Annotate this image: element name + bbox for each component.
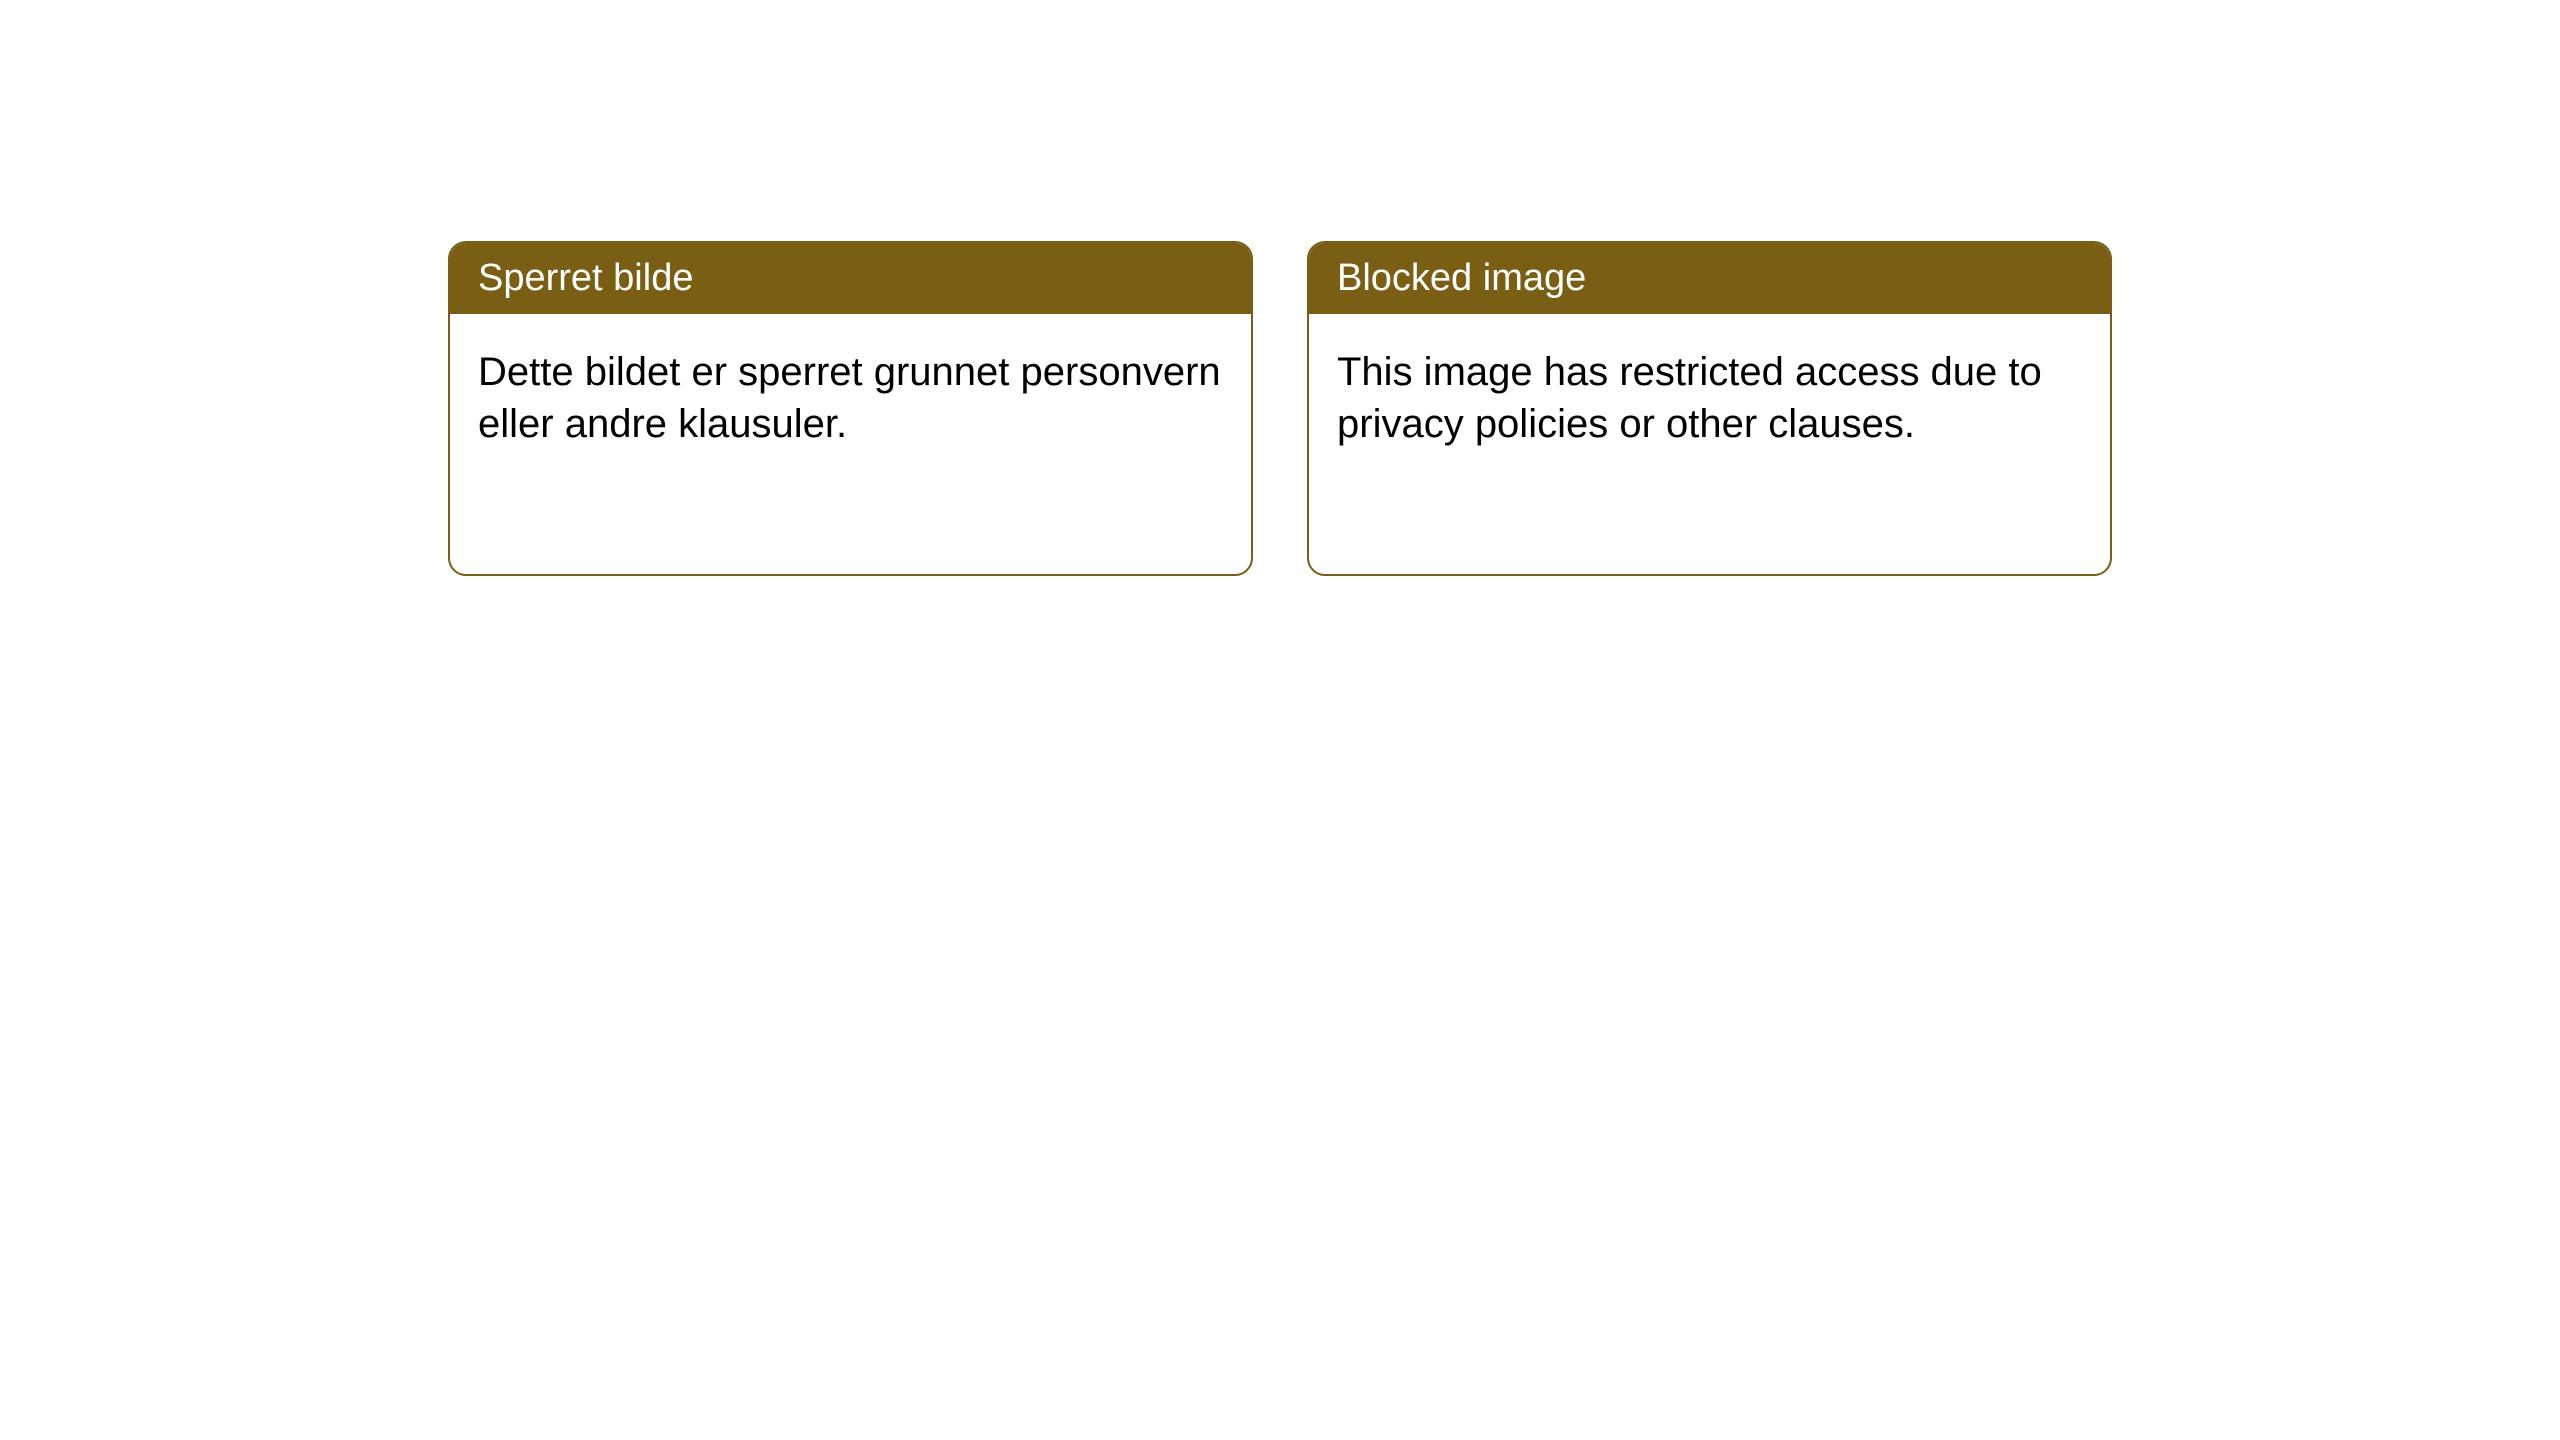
card-title: Sperret bilde (478, 257, 693, 299)
card-body-text: This image has restricted access due to … (1337, 350, 2042, 446)
blocked-card-norwegian: Sperret bilde Dette bildet er sperret gr… (448, 241, 1253, 576)
card-body: Dette bildet er sperret grunnet personve… (450, 314, 1251, 482)
card-header: Blocked image (1309, 243, 2110, 314)
card-header: Sperret bilde (450, 243, 1251, 314)
blocked-card-english: Blocked image This image has restricted … (1307, 241, 2112, 576)
blocked-image-cards: Sperret bilde Dette bildet er sperret gr… (448, 241, 2112, 576)
card-body: This image has restricted access due to … (1309, 314, 2110, 482)
card-body-text: Dette bildet er sperret grunnet personve… (478, 350, 1221, 446)
card-title: Blocked image (1337, 257, 1586, 299)
